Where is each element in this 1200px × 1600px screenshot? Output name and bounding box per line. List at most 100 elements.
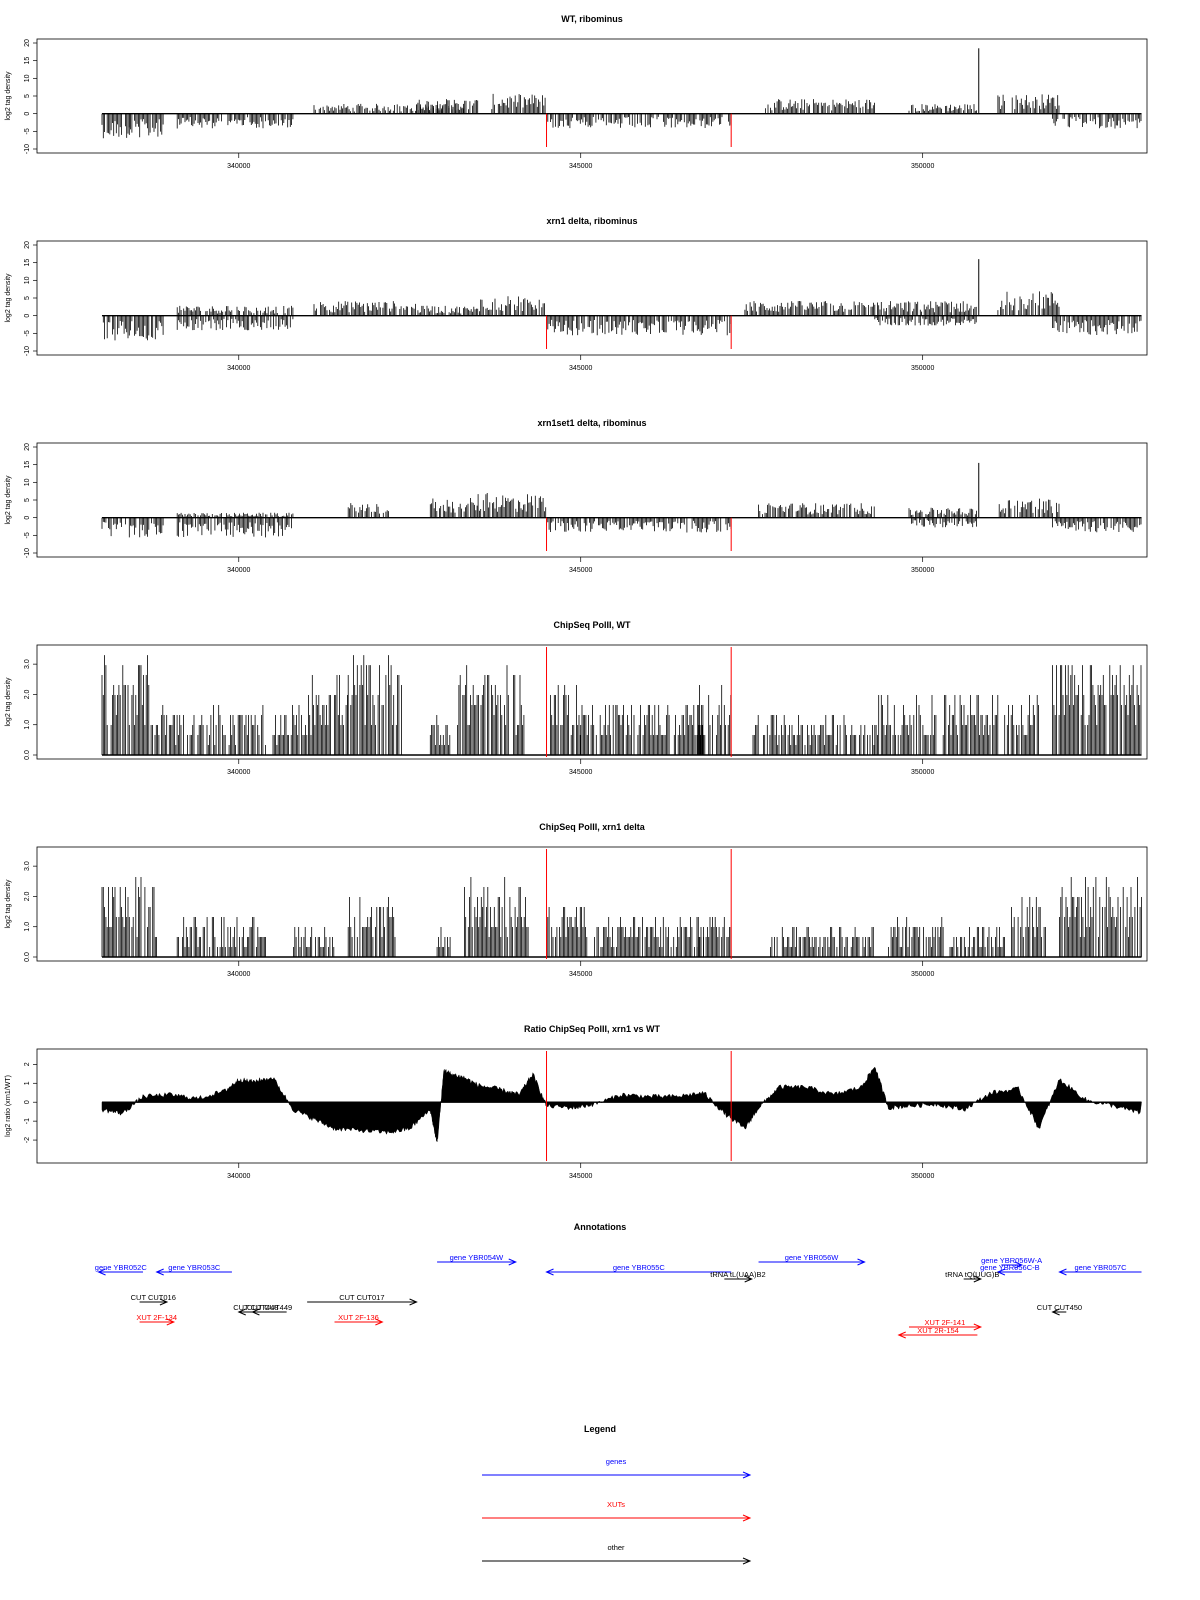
density-bars	[272, 705, 308, 755]
chart-panel-6: Ratio ChipSeq PolII, xrn1 vs WT log2 rati…	[5, 1024, 1148, 1180]
legend-title: Legend	[584, 1424, 616, 1434]
y-axis-label: log2 tag density	[5, 273, 12, 323]
density-bars	[765, 99, 875, 114]
density-bars	[997, 291, 1060, 316]
y-tick-label: 0.0	[24, 952, 31, 962]
density-segment	[752, 715, 875, 755]
annotation-arrow	[139, 1298, 169, 1306]
density-bars	[874, 301, 977, 316]
density-bars	[874, 315, 977, 326]
annotation-label: CUT CUT017	[339, 1293, 384, 1302]
density-segment	[176, 113, 294, 129]
ratio-area	[101, 1066, 1142, 1142]
density-bars	[546, 907, 588, 957]
annotation-arrow	[963, 1275, 983, 1283]
y-tick-label: 10	[24, 276, 31, 284]
panel-title: WT, ribominus	[561, 14, 623, 24]
density-segment	[696, 917, 732, 957]
chart-panel-5: ChipSeq PolII, xrn1 delta log2 tag densit…	[5, 822, 1148, 978]
density-segment	[176, 305, 294, 316]
y-tick-label: 5	[24, 94, 31, 98]
density-bars	[128, 113, 164, 138]
x-tick-label: 340000	[227, 163, 250, 170]
x-tick-label: 340000	[227, 769, 250, 776]
density-segment	[998, 498, 1060, 518]
density-segment	[1011, 897, 1046, 957]
annotation-arrow	[758, 1258, 866, 1266]
density-segment	[547, 315, 732, 336]
plot-frame	[36, 240, 1148, 356]
density-bars	[908, 507, 977, 518]
panel-title: Ratio ChipSeq PolII, xrn1 vs WT	[524, 1024, 661, 1034]
y-tick-label: -1	[24, 1118, 31, 1124]
density-bars	[491, 93, 546, 114]
density-bars	[176, 305, 294, 316]
plot-frame	[36, 38, 1148, 154]
annotation-arrow	[237, 1308, 273, 1316]
annotation-arrow	[908, 1323, 983, 1331]
density-bars	[313, 301, 416, 316]
density-segment	[594, 917, 704, 957]
x-tick-label: 350000	[911, 769, 934, 776]
panel-title: xrn1set1 delta, ribominus	[537, 418, 646, 428]
y-tick-label: -5	[24, 330, 31, 336]
y-axis-label: log2 tag density	[5, 475, 12, 525]
annotation-arrow	[155, 1268, 232, 1276]
density-bars	[752, 715, 875, 755]
density-segment	[176, 517, 292, 538]
annotation-arrow	[139, 1318, 176, 1326]
y-tick-label: 20	[24, 443, 31, 451]
density-bars	[101, 655, 150, 755]
density-segment	[464, 877, 529, 957]
y-tick-label: -10	[24, 346, 31, 356]
y-tick-label: -5	[24, 128, 31, 134]
density-bars	[547, 315, 732, 336]
chart-panel-3: xrn1set1 delta, ribominus log2 tag densit…	[5, 418, 1148, 574]
density-segment	[347, 655, 402, 755]
y-tick-label: 15	[24, 259, 31, 267]
density-bars	[101, 113, 130, 139]
y-tick-label: 0	[24, 1100, 31, 1104]
x-tick-label: 340000	[227, 567, 250, 574]
y-axis-label: log2 tag density	[5, 71, 12, 121]
y-tick-label: -2	[24, 1137, 31, 1143]
x-tick-label: 345000	[569, 769, 592, 776]
density-bars	[347, 897, 396, 957]
density-segment	[491, 93, 546, 114]
annotation-arrow	[724, 1275, 753, 1283]
density-segment	[765, 99, 875, 114]
density-segment	[150, 705, 266, 755]
x-tick-label: 350000	[911, 365, 934, 372]
annotation-arrow	[1058, 1268, 1142, 1276]
density-segment	[308, 675, 348, 755]
density-bars	[770, 927, 874, 957]
density-segment	[101, 877, 157, 957]
y-tick-label: 1	[24, 1081, 31, 1085]
density-bars	[888, 917, 944, 957]
density-bars	[580, 705, 704, 755]
annotation-arrow	[545, 1268, 732, 1276]
y-tick-label: 2.0	[24, 689, 31, 699]
density-bars	[479, 296, 545, 316]
y-tick-label: 1.0	[24, 922, 31, 932]
density-segment	[874, 695, 937, 755]
x-tick-label: 340000	[227, 1173, 250, 1180]
density-segment	[580, 705, 704, 755]
y-tick-label: 2	[24, 1062, 31, 1066]
x-tick-label: 345000	[569, 1173, 592, 1180]
legend-arrow	[482, 1557, 752, 1565]
density-segment	[102, 315, 164, 341]
density-segment	[477, 493, 547, 518]
density-bars	[594, 917, 704, 957]
density-bars	[457, 665, 525, 755]
annotation-label: CUT CUT448	[233, 1303, 278, 1312]
y-axis-label: log2 tag density	[5, 879, 12, 929]
density-bars	[1052, 665, 1142, 755]
density-bars	[908, 104, 977, 114]
density-segment	[347, 503, 389, 518]
density-segment	[888, 917, 944, 957]
density-bars	[464, 877, 529, 957]
density-bars	[546, 517, 732, 533]
annotation-label: gene YBR056C-B	[980, 1263, 1039, 1272]
annotation-label: gene YBR052C	[95, 1263, 148, 1272]
